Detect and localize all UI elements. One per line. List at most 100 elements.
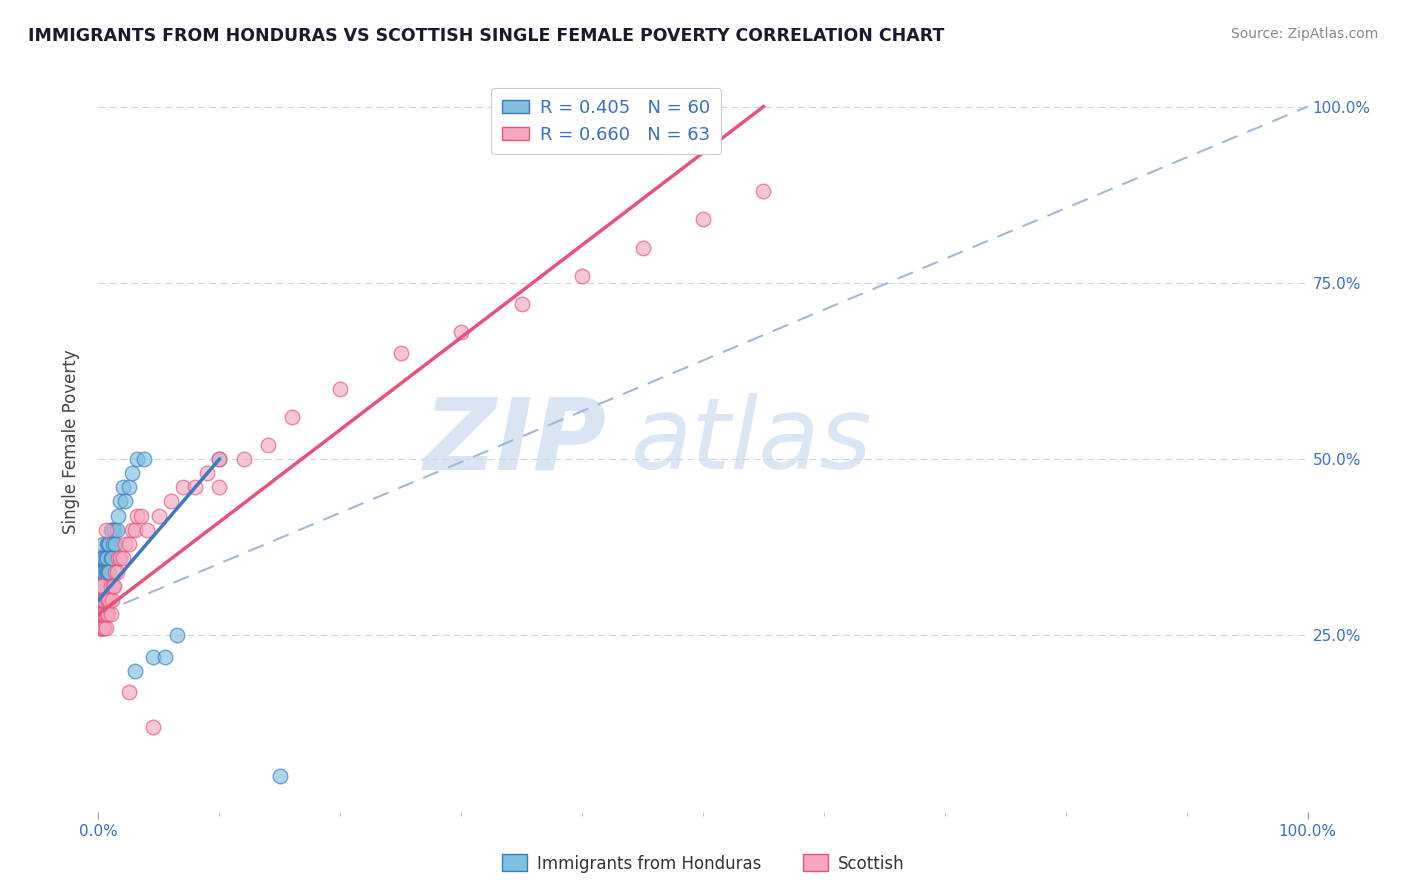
Point xyxy=(89,579,111,593)
Point xyxy=(208,452,231,467)
Point xyxy=(91,537,114,551)
Text: atlas: atlas xyxy=(630,393,872,490)
Text: ZIP: ZIP xyxy=(423,393,606,490)
Point xyxy=(100,607,122,622)
Point xyxy=(97,565,120,579)
Point xyxy=(93,593,115,607)
Point xyxy=(91,607,114,622)
Point xyxy=(631,241,654,255)
Point xyxy=(172,480,194,494)
Point xyxy=(94,607,117,622)
Point xyxy=(89,607,111,622)
Point xyxy=(105,565,128,579)
Point xyxy=(269,769,291,783)
Point xyxy=(90,593,112,607)
Point xyxy=(97,593,120,607)
Point xyxy=(142,649,165,664)
Point xyxy=(184,480,207,494)
Point xyxy=(91,593,114,607)
Text: Source: ZipAtlas.com: Source: ZipAtlas.com xyxy=(1230,27,1378,41)
Point xyxy=(510,297,533,311)
Point xyxy=(121,523,143,537)
Point xyxy=(118,685,141,699)
Point xyxy=(89,593,111,607)
Point xyxy=(195,467,218,481)
Point xyxy=(101,537,124,551)
Point xyxy=(100,550,122,565)
Point xyxy=(89,593,111,607)
Point xyxy=(94,621,117,635)
Point xyxy=(91,621,114,635)
Point xyxy=(256,438,278,452)
Point xyxy=(91,607,114,622)
Point xyxy=(692,212,714,227)
Point xyxy=(94,579,117,593)
Point xyxy=(96,550,118,565)
Point xyxy=(208,452,231,467)
Point xyxy=(111,550,134,565)
Point xyxy=(129,508,152,523)
Point xyxy=(91,621,114,635)
Point xyxy=(91,550,114,565)
Point xyxy=(104,537,127,551)
Point xyxy=(118,480,141,494)
Point xyxy=(89,579,111,593)
Point xyxy=(329,382,352,396)
Point xyxy=(100,523,122,537)
Point xyxy=(94,593,117,607)
Point xyxy=(89,607,111,622)
Point xyxy=(108,550,131,565)
Point xyxy=(96,579,118,593)
Point xyxy=(96,607,118,622)
Point xyxy=(103,579,125,593)
Point xyxy=(90,607,112,622)
Point xyxy=(104,565,127,579)
Point xyxy=(97,579,120,593)
Point xyxy=(94,565,117,579)
Point xyxy=(97,537,120,551)
Point xyxy=(752,184,775,198)
Point xyxy=(105,523,128,537)
Point xyxy=(90,621,112,635)
Point xyxy=(91,579,114,593)
Point xyxy=(96,565,118,579)
Point xyxy=(94,550,117,565)
Point xyxy=(91,565,114,579)
Point xyxy=(91,607,114,622)
Point xyxy=(98,593,121,607)
Point xyxy=(90,550,112,565)
Point xyxy=(134,452,156,467)
Point xyxy=(91,607,114,622)
Point xyxy=(571,268,593,283)
Y-axis label: Single Female Poverty: Single Female Poverty xyxy=(62,350,80,533)
Point xyxy=(124,523,146,537)
Point xyxy=(103,523,125,537)
Point xyxy=(118,537,141,551)
Point xyxy=(124,664,146,678)
Point xyxy=(91,579,114,593)
Point xyxy=(97,607,120,622)
Point xyxy=(101,579,124,593)
Point xyxy=(389,346,412,360)
Point xyxy=(93,593,115,607)
Point xyxy=(281,409,304,424)
Point xyxy=(135,523,157,537)
Legend: Immigrants from Honduras, Scottish: Immigrants from Honduras, Scottish xyxy=(495,847,911,880)
Point xyxy=(107,550,129,565)
Point xyxy=(142,720,165,734)
Point xyxy=(111,480,134,494)
Point xyxy=(153,649,176,664)
Point xyxy=(166,628,188,642)
Point xyxy=(98,565,121,579)
Point xyxy=(89,621,111,635)
Point xyxy=(107,508,129,523)
Point xyxy=(91,593,114,607)
Point xyxy=(96,537,118,551)
Point xyxy=(91,593,114,607)
Point xyxy=(100,593,122,607)
Point xyxy=(93,621,115,635)
Point xyxy=(108,494,131,508)
Point xyxy=(93,579,115,593)
Point xyxy=(127,452,149,467)
Point xyxy=(114,494,136,508)
